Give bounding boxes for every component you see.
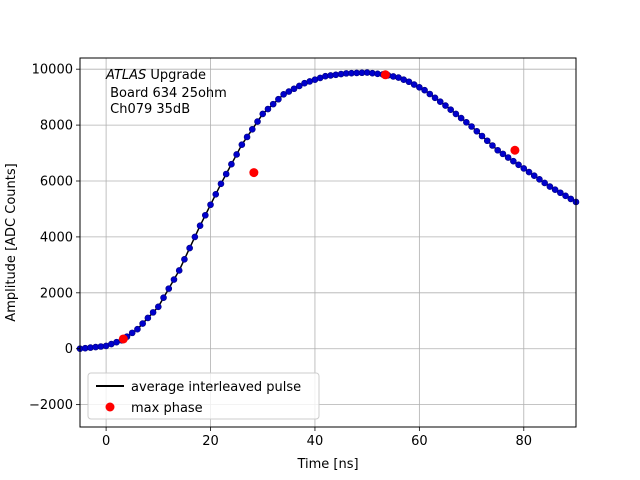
legend-label-max-phase: max phase — [131, 401, 203, 416]
pulse-sample-point — [489, 142, 496, 149]
legend-box — [87, 372, 320, 420]
pulse-sample-point — [248, 125, 256, 133]
pulse-sample-point — [515, 161, 522, 169]
pulse-sample-point — [207, 201, 214, 209]
pulse-sample-point — [562, 192, 569, 200]
pulse-sample-point — [525, 168, 533, 176]
pulse-sample-point — [536, 176, 543, 183]
y-tick-label: −2000 — [29, 398, 73, 413]
pulse-sample-point — [285, 88, 293, 95]
y-tick-label: 10000 — [32, 63, 73, 78]
pulse-sample-point — [551, 186, 559, 193]
pulse-sample-point — [228, 160, 235, 168]
pulse-sample-point — [243, 133, 251, 141]
pulse-sample-point — [170, 276, 178, 283]
pulse-sample-point — [436, 98, 444, 105]
pulse-sample-point — [175, 267, 183, 274]
x-axis-label: Time [ns] — [296, 457, 358, 472]
pulse-sample-point — [149, 309, 157, 316]
pulse-sample-point — [160, 294, 167, 302]
pulse-sample-point — [128, 329, 136, 337]
pulse-sample-point — [447, 106, 454, 114]
x-tick-label: 0 — [102, 434, 110, 449]
x-tick-label: 20 — [202, 434, 219, 449]
pulse-sample-point — [290, 85, 298, 93]
pulse-sample-point — [165, 285, 173, 292]
pulse-sample-point — [442, 102, 449, 109]
max-phase-points — [118, 70, 520, 344]
y-axis-label: Amplitude [ADC Counts] — [4, 163, 19, 321]
pulse-sample-point — [217, 180, 225, 188]
y-tick-label: 6000 — [40, 175, 73, 190]
pulse-sample-point — [222, 170, 230, 178]
pulse-sample-point — [139, 320, 146, 327]
pulse-sample-point — [416, 84, 423, 91]
pulse-sample-point — [405, 78, 413, 86]
pulse-sample-point — [504, 154, 512, 161]
pulse-sample-point — [275, 95, 282, 103]
pulse-sample-point — [520, 165, 528, 172]
pulse-sample-point — [468, 123, 475, 130]
plot-frame — [79, 57, 577, 428]
pulse-sample-point — [557, 189, 564, 197]
pulse-sample-point — [410, 81, 418, 88]
pulse-sample-point — [186, 244, 193, 252]
pulse-sample-point — [134, 325, 141, 333]
max-phase-point — [380, 70, 390, 80]
pulse-sample-point — [426, 90, 434, 98]
pulse-sample-point — [478, 132, 486, 140]
pulse-sample-point — [233, 151, 240, 158]
y-tick-label: 8000 — [40, 119, 73, 134]
legend-max-phase-marker — [105, 402, 115, 412]
annotation-upgrade: Upgrade — [146, 68, 206, 83]
max-phase-point — [249, 168, 259, 178]
max-phase-point — [510, 145, 520, 155]
annotation-line-2: Board 634 25ohm — [106, 86, 227, 101]
pulse-sample-point — [457, 114, 465, 122]
pulse-sample-point — [191, 233, 199, 241]
pulse-sample-point — [473, 127, 481, 135]
max-phase-point — [118, 334, 128, 344]
pulse-sample-point — [259, 110, 267, 118]
pulse-sample-point — [181, 255, 188, 263]
pulse-sample-point — [541, 179, 548, 187]
pulse-sample-point — [483, 137, 491, 145]
atlas-annotation: ATLAS Upgrade Board 634 25ohm Ch079 35dB — [105, 68, 227, 117]
pulse-sample-point — [494, 146, 501, 154]
pulse-sample-point — [264, 105, 272, 113]
annotation-line-3: Ch079 35dB — [106, 102, 190, 117]
y-tick-label: 2000 — [40, 286, 73, 301]
pulse-sample-point — [567, 195, 575, 203]
x-tick-label: 60 — [411, 434, 428, 449]
pulse-sample-point — [196, 222, 204, 230]
pulse-sample-point — [254, 118, 261, 125]
pulse-samples — [76, 69, 580, 353]
pulse-sample-point — [546, 183, 554, 190]
x-tick-label: 40 — [307, 434, 324, 449]
pulse-sample-point — [269, 100, 277, 108]
pulse-sample-point — [510, 157, 517, 165]
pulse-sample-point — [463, 118, 470, 126]
x-tick-label: 80 — [516, 434, 533, 449]
annotation-atlas: ATLAS — [105, 68, 146, 83]
pulse-sample-point — [431, 94, 439, 102]
pulse-sample-point — [238, 141, 246, 148]
y-tick-label: 4000 — [40, 230, 73, 245]
pulse-sample-point — [155, 303, 162, 311]
legend-label-average-pulse: average interleaved pulse — [131, 380, 301, 395]
axis-ticks: 0 20 40 60 80 −2000 0 2000 4000 6000 8000 10000 — [29, 63, 532, 449]
pulse-sample-point — [280, 91, 287, 98]
pulse-sample-point — [452, 110, 460, 118]
pulse-sample-point — [499, 150, 507, 158]
pulse-sample-point — [421, 86, 428, 94]
pulse-sample-point — [144, 314, 152, 322]
pulse-sample-point — [202, 211, 209, 219]
pulse-sample-point — [212, 190, 220, 198]
y-tick-label: 0 — [65, 342, 73, 357]
annotation-line-1: ATLAS Upgrade — [105, 68, 206, 83]
legend: average interleaved pulse max phase — [87, 372, 320, 420]
pulse-sample-point — [530, 172, 538, 179]
pulse-sample-point — [295, 82, 303, 90]
